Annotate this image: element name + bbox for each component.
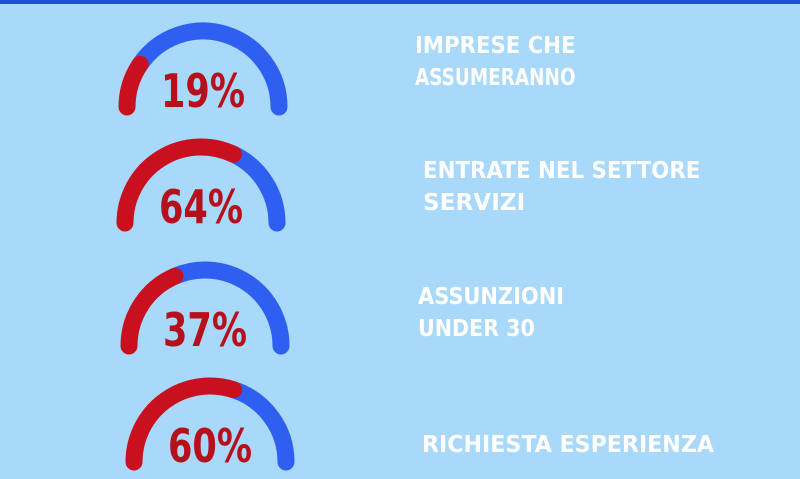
gauge-title: ASSUNZIONI: [418, 284, 564, 310]
gauge-value: [125, 377, 242, 471]
gauge-title: UNDER 30: [418, 316, 535, 342]
gauge-title: SERVIZI: [423, 190, 525, 216]
gauge-value-label: 37%: [163, 303, 247, 357]
gauge-value: [118, 55, 149, 116]
gauge-value-label: 19%: [161, 64, 245, 118]
gauge-track: [224, 145, 286, 232]
gauge-value-label: 60%: [168, 419, 252, 473]
gauge-track: [131, 22, 288, 116]
gauge-track: [166, 261, 290, 355]
gauge-title: ASSUMERANNO: [415, 65, 576, 91]
gauge-value: [120, 267, 184, 355]
gauge-track: [224, 381, 295, 471]
gauge-value: [116, 138, 242, 232]
gauge-title: RICHIESTA ESPERIENZA: [422, 432, 714, 458]
gauge-value-label: 64%: [159, 180, 243, 234]
gauge-title: IMPRESE CHE: [415, 33, 576, 59]
gauge-title: ENTRATE NEL SETTORE: [423, 158, 700, 184]
top-border: [0, 0, 800, 4]
